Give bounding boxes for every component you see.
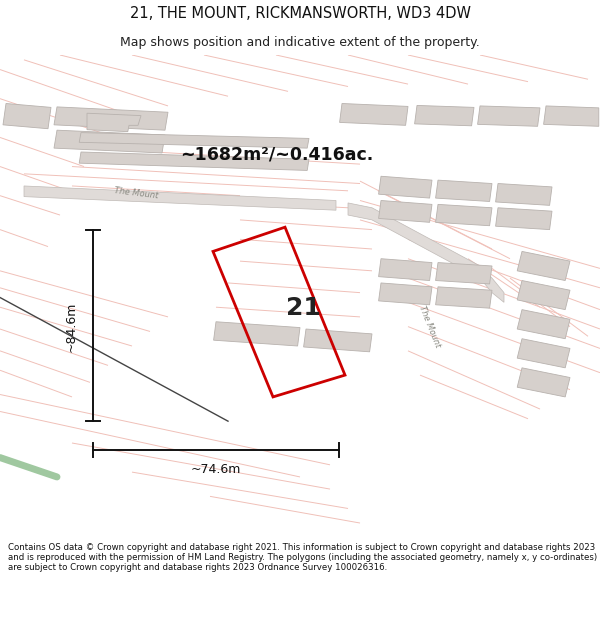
Polygon shape	[478, 106, 540, 126]
Polygon shape	[496, 184, 552, 206]
Text: ~1682m²/~0.416ac.: ~1682m²/~0.416ac.	[180, 146, 373, 163]
Polygon shape	[517, 368, 570, 397]
Polygon shape	[544, 106, 599, 126]
Polygon shape	[54, 107, 168, 130]
Polygon shape	[379, 283, 432, 305]
Polygon shape	[379, 176, 432, 198]
Polygon shape	[517, 309, 570, 339]
Text: Map shows position and indicative extent of the property.: Map shows position and indicative extent…	[120, 36, 480, 49]
Polygon shape	[24, 186, 336, 210]
Polygon shape	[517, 339, 570, 368]
Polygon shape	[3, 104, 51, 129]
Polygon shape	[348, 203, 504, 302]
Polygon shape	[436, 180, 492, 201]
Polygon shape	[517, 281, 570, 309]
Text: ~84.6m: ~84.6m	[64, 301, 77, 352]
Polygon shape	[415, 106, 474, 126]
Polygon shape	[496, 208, 552, 229]
Text: ~74.6m: ~74.6m	[191, 463, 241, 476]
Text: Contains OS data © Crown copyright and database right 2021. This information is : Contains OS data © Crown copyright and d…	[8, 542, 597, 572]
Text: 21, THE MOUNT, RICKMANSWORTH, WD3 4DW: 21, THE MOUNT, RICKMANSWORTH, WD3 4DW	[130, 6, 470, 21]
Polygon shape	[214, 322, 300, 346]
Text: 21: 21	[286, 296, 320, 320]
Text: The Mount: The Mount	[114, 186, 159, 201]
Polygon shape	[436, 204, 492, 226]
Text: The Mount: The Mount	[417, 304, 442, 349]
Polygon shape	[517, 251, 570, 281]
Polygon shape	[87, 113, 141, 132]
Polygon shape	[379, 259, 432, 281]
Polygon shape	[79, 152, 309, 171]
Polygon shape	[54, 130, 165, 153]
Polygon shape	[304, 329, 372, 352]
Polygon shape	[79, 132, 309, 148]
Polygon shape	[436, 262, 492, 284]
Polygon shape	[436, 287, 492, 308]
Polygon shape	[379, 201, 432, 222]
Polygon shape	[340, 104, 408, 126]
